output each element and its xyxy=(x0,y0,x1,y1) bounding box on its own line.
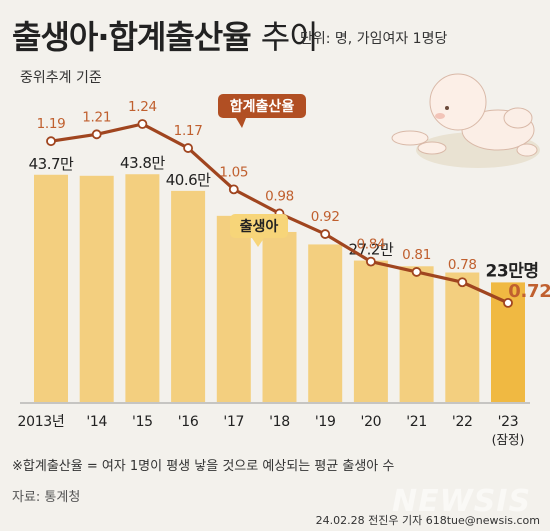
bar-18 xyxy=(262,231,297,402)
line-point xyxy=(46,136,56,147)
baby-arm-right xyxy=(417,141,447,155)
x-tick-label: '21 xyxy=(406,414,427,430)
bar-21 xyxy=(399,266,434,402)
line-value-label: 0.92 xyxy=(311,209,340,225)
line-value-label: 0.81 xyxy=(402,247,431,263)
bar-16 xyxy=(171,190,206,402)
credit-line: 24.02.28 전진우 기자 618tue@newsis.com xyxy=(315,514,540,527)
x-tick-label: '16 xyxy=(178,414,199,430)
bar-value-label: 40.6만 xyxy=(166,171,211,189)
x-tick-label: '23 xyxy=(498,414,519,430)
line-point xyxy=(137,119,148,129)
legend-tag-births-bg xyxy=(230,214,288,238)
chart-title: 출생아·합계출산율 xyxy=(12,18,252,56)
bar-19 xyxy=(308,244,343,402)
line-point xyxy=(228,184,239,195)
footnote: ※합계출산율 = 여자 1명이 평생 낳을 것으로 예상되는 평균 출생아 수 xyxy=(12,459,395,474)
legend-tag-fertility-rate-text: 합계출산율 xyxy=(230,98,295,115)
line-point xyxy=(411,267,422,277)
bar-value-label: 43.8만 xyxy=(120,154,165,172)
x-tick-note: (잠정) xyxy=(492,432,525,447)
baby-illustration xyxy=(391,73,540,168)
bar-22 xyxy=(445,272,480,402)
line-value-label: 0.84 xyxy=(356,237,385,253)
baby-eye xyxy=(445,106,449,110)
x-tick-label: '14 xyxy=(86,414,107,430)
bar-20 xyxy=(353,260,388,402)
x-tick-label: '18 xyxy=(269,414,290,430)
title-block: 출생아·합계출산율 추이 xyxy=(12,12,319,58)
line-point xyxy=(91,129,102,140)
x-tick-label: '20 xyxy=(361,414,382,430)
bar-value-label: 23만명 xyxy=(486,261,539,281)
chart-title-suffix: 추이 xyxy=(260,18,319,56)
source-label: 자료: 통계청 xyxy=(12,490,81,505)
legend-tag-fertility-rate: 합계출산율 xyxy=(218,94,306,128)
line-point xyxy=(457,277,468,288)
bar-17 xyxy=(216,215,251,402)
unit-label: 단위: 명, 가임여자 1명당 xyxy=(300,31,448,47)
line-value-label: 1.19 xyxy=(37,116,66,132)
line-value-label: 0.78 xyxy=(448,257,477,273)
line-value-label: 0.98 xyxy=(265,188,294,204)
x-tick-label: '22 xyxy=(452,414,473,430)
line-value-label: 1.17 xyxy=(174,123,203,139)
legend-tag-births-text: 출생아 xyxy=(240,218,279,235)
x-tick-label: '19 xyxy=(315,414,336,430)
line-point xyxy=(503,297,513,308)
line-point xyxy=(183,143,194,153)
line-value-label: 0.72명 xyxy=(508,281,550,302)
bar-14 xyxy=(79,175,114,402)
bar-value-label: 43.7만 xyxy=(29,155,74,173)
line-value-label: 1.24 xyxy=(128,99,157,115)
baby-bottom xyxy=(503,107,533,129)
baby-head xyxy=(429,73,487,131)
basis-label: 중위추계 기준 xyxy=(20,70,102,86)
watermark: NEWSIS xyxy=(392,484,532,519)
x-tick-label: 2013년 xyxy=(17,414,64,430)
legend-tag-fertility-rate-bg xyxy=(218,94,306,118)
line-value-label: 1.05 xyxy=(219,164,248,180)
line-point xyxy=(320,229,331,239)
bar-2013 xyxy=(34,174,68,402)
baby-foot xyxy=(516,143,538,157)
bar-15 xyxy=(125,174,160,402)
legend-tag-fertility-rate-pointer xyxy=(236,118,246,128)
line-point xyxy=(365,256,376,267)
legend-tag-births: 출생아 xyxy=(230,214,288,247)
baby-cheek xyxy=(435,113,445,119)
x-tick-label: '15 xyxy=(132,414,153,430)
legend-tag-births-pointer xyxy=(252,238,264,247)
x-tick-label: '17 xyxy=(223,414,244,430)
baby-arm-left xyxy=(391,130,429,146)
line-value-label: 1.21 xyxy=(82,109,111,125)
